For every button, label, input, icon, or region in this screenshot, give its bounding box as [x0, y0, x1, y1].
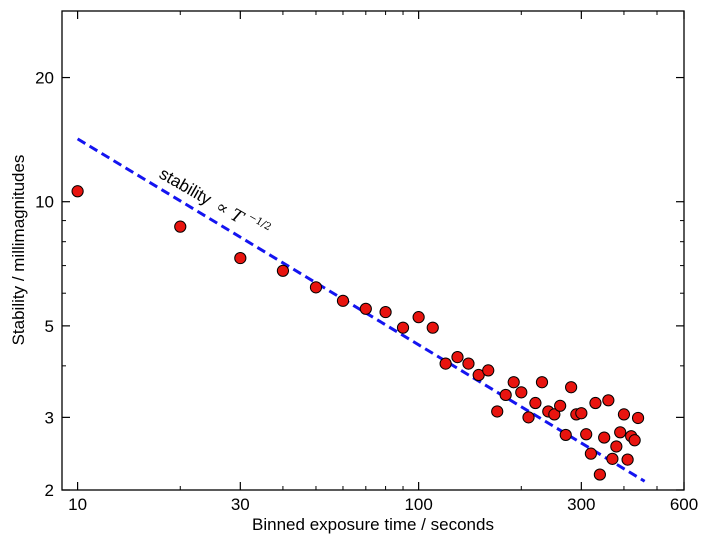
data-point	[482, 364, 495, 377]
data-point	[529, 396, 542, 410]
x-axis-label: Binned exposure time / seconds	[252, 515, 494, 534]
data-point	[515, 386, 528, 399]
data-point	[617, 408, 631, 421]
data-point	[559, 428, 572, 442]
data-point	[598, 431, 611, 444]
data-point	[396, 321, 410, 334]
fit-annotation: stability ∝ T −1/2	[156, 162, 273, 242]
data-point	[472, 368, 485, 382]
data-point	[628, 434, 641, 447]
y-tick-label: 5	[45, 317, 54, 336]
data-point	[565, 381, 578, 394]
svg-text:stability ∝ T: stability ∝ T −1/2	[156, 162, 273, 242]
y-tick-label: 2	[45, 481, 54, 500]
x-tick-label: 30	[231, 495, 250, 514]
y-axis-label: Stability / millimagnitudes	[9, 155, 28, 346]
fit-line	[76, 137, 646, 483]
annotation-math: ∝ T	[212, 197, 248, 229]
data-points	[71, 185, 645, 481]
data-point	[451, 351, 464, 364]
data-point	[309, 281, 323, 294]
data-point	[426, 321, 439, 334]
data-point	[575, 407, 588, 420]
data-point	[507, 376, 520, 389]
tick-labels: 10 30 100 300 600 2 3 5 10 20	[35, 69, 698, 514]
plot-frame	[61, 10, 685, 491]
data-point	[491, 405, 504, 418]
data-point	[593, 468, 606, 481]
data-point	[610, 440, 623, 453]
data-point	[580, 428, 593, 441]
data-point	[554, 399, 567, 412]
data-point	[589, 396, 602, 410]
data-point	[522, 411, 535, 424]
annotation-prefix: stability	[156, 164, 215, 209]
y-tick-label: 3	[45, 408, 54, 427]
data-point	[548, 408, 561, 421]
data-point	[359, 302, 372, 315]
data-point	[174, 220, 187, 233]
y-tick-label: 20	[35, 69, 54, 88]
data-point	[535, 376, 549, 389]
data-point	[584, 447, 597, 460]
x-tick-label: 100	[404, 495, 432, 514]
data-point	[631, 411, 645, 425]
data-point	[379, 305, 392, 319]
data-point	[71, 185, 84, 198]
data-point	[606, 452, 619, 465]
fit-line-layer	[76, 137, 646, 483]
x-tick-label: 10	[68, 495, 87, 514]
data-point	[439, 357, 452, 370]
data-point	[614, 426, 627, 439]
x-tick-label: 300	[567, 495, 595, 514]
annotation-exponent: −1/2	[246, 211, 273, 233]
data-point	[499, 388, 512, 402]
data-point	[234, 251, 247, 265]
data-point	[336, 294, 350, 307]
data-point	[276, 264, 290, 277]
tick-marks	[62, 11, 685, 491]
x-tick-label: 600	[670, 495, 698, 514]
data-point	[602, 394, 615, 407]
data-point	[621, 453, 634, 466]
data-point	[412, 311, 425, 324]
y-tick-label: 10	[35, 193, 54, 212]
data-point	[462, 357, 475, 370]
